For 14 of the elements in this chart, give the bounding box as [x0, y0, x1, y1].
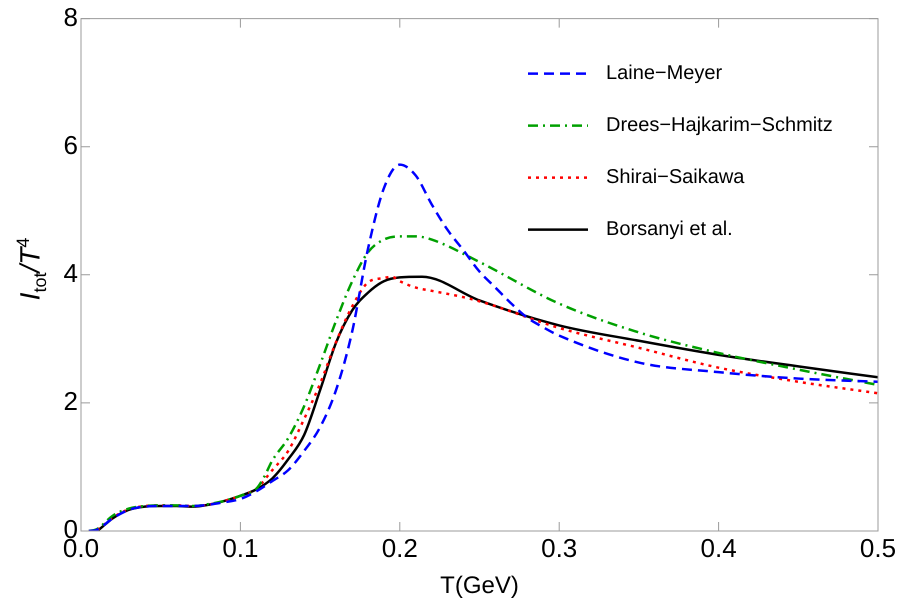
x-tick-label: 0.2 [382, 532, 418, 563]
x-tick-label: 0.1 [222, 532, 258, 563]
y-tick-label: 4 [64, 258, 78, 288]
x-tick-label: 0.4 [700, 532, 737, 563]
x-axis-title: T(GeV) [440, 572, 519, 600]
legend-label: Laine−Meyer [606, 62, 723, 84]
y-tick-label: 8 [64, 2, 78, 32]
y-tick-label: 2 [64, 386, 78, 416]
x-tick-label: 0.3 [541, 532, 578, 563]
x-tick-label: 0.5 [860, 532, 896, 563]
legend-label: Shirai−Saikawa [606, 166, 746, 188]
legend-label: Borsanyi et al. [606, 218, 733, 240]
y-tick-label: 6 [64, 130, 78, 160]
legend-label: Drees−Hajkarim−Schmitz [606, 114, 833, 136]
